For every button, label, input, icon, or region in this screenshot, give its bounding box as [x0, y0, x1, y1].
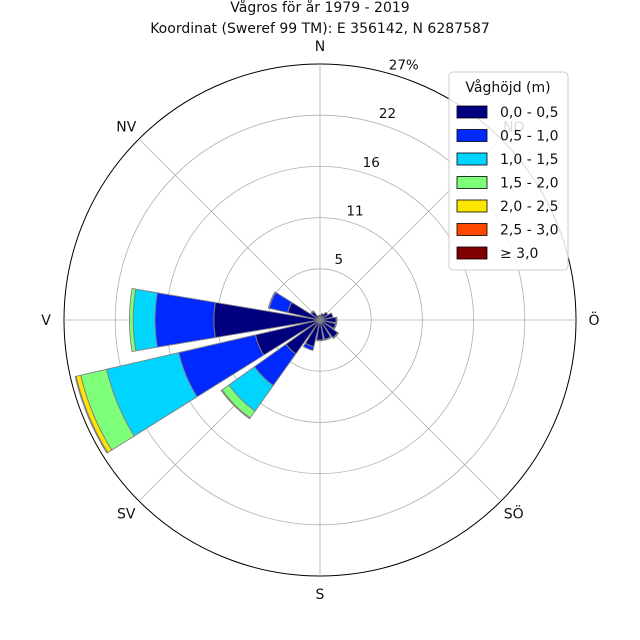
- direction-label: V: [41, 313, 51, 329]
- bar-segment: [267, 291, 277, 309]
- radial-tick-label: 22: [379, 106, 396, 122]
- bar-segment: [302, 342, 315, 352]
- legend-swatch: [456, 246, 488, 260]
- legend-label: ≥ 3,0: [500, 246, 538, 262]
- bar-segment: [332, 332, 340, 340]
- legend-title: Våghöjd (m): [465, 79, 550, 96]
- direction-label: Ö: [588, 311, 599, 329]
- bar-segment: [310, 310, 315, 315]
- bar-segment: [316, 339, 324, 342]
- chart-subtitle: Koordinat (Sweref 99 TM): E 356142, N 62…: [150, 21, 490, 37]
- radial-tick-label: 11: [346, 203, 363, 219]
- direction-label: NV: [116, 119, 136, 135]
- radial-tick-label: 5: [334, 252, 343, 268]
- bar-segment: [316, 314, 321, 321]
- bar-segment: [335, 316, 338, 324]
- legend-label: 0,0 - 0,5: [500, 105, 558, 121]
- bar-segment: [154, 292, 216, 348]
- legend-swatch: [456, 223, 488, 236]
- radial-tick-label: 27%: [389, 58, 419, 74]
- bar-segment: [333, 323, 338, 330]
- grid-spoke: [319, 319, 502, 502]
- direction-label: SV: [117, 507, 136, 523]
- bar-segment: [128, 288, 137, 352]
- radial-tick-labels: 5 11 16 22 27%: [334, 58, 418, 268]
- legend-swatch: [456, 152, 488, 166]
- bar-segment: [132, 288, 158, 352]
- legend-swatch: [456, 199, 488, 213]
- direction-label: SÖ: [504, 505, 524, 523]
- bar-segment: [319, 312, 334, 321]
- bar-segment: [319, 311, 329, 321]
- polar-grid: [63, 63, 577, 577]
- legend-label: 2,5 - 3,0: [500, 223, 558, 239]
- legend-swatch: [456, 105, 488, 119]
- legend-label: 2,0 - 2,5: [500, 199, 558, 215]
- bar-segment: [323, 336, 332, 341]
- legend-label: 1,5 - 2,0: [500, 176, 558, 192]
- bar-segment: [220, 389, 251, 420]
- bar-segment: [74, 375, 109, 454]
- sector-bars: [74, 288, 340, 454]
- direction-label: N: [315, 39, 325, 55]
- legend-swatch: [456, 129, 488, 142]
- direction-label: S: [316, 587, 325, 603]
- legend-frame: [448, 71, 569, 271]
- grid-spoke: [138, 138, 321, 321]
- legend-label: 1,0 - 1,5: [500, 152, 558, 168]
- radial-tick-label: 16: [363, 155, 380, 171]
- legend-label: 0,5 - 1,0: [500, 129, 558, 145]
- legend-swatch: [456, 176, 488, 189]
- legend: Våghöjd (m) 0,0 - 0,5 0,5 - 1,0 1,0 - 1,5 1…: [448, 71, 569, 271]
- chart-title: Vågros för år 1979 - 2019: [230, 0, 409, 16]
